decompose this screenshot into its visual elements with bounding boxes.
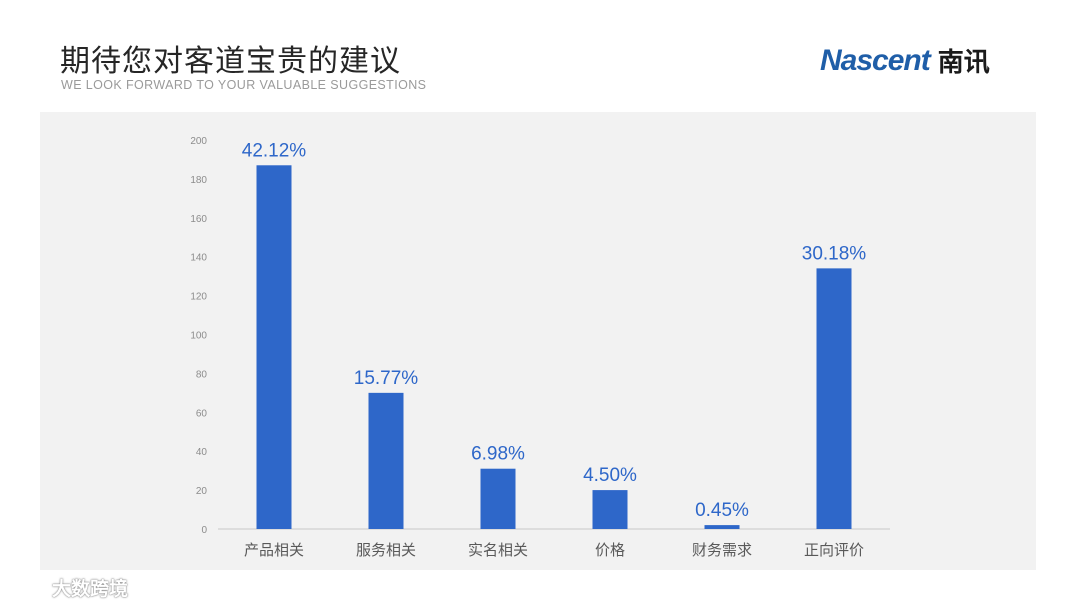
data-label: 15.77% (354, 368, 419, 389)
y-tick-label: 40 (196, 447, 208, 458)
y-tick-label: 160 (190, 214, 207, 225)
bar (592, 490, 628, 529)
y-tick-label: 180 (190, 175, 207, 186)
bar (816, 268, 852, 529)
y-tick-label: 120 (190, 292, 207, 303)
watermark-text: 大数跨境 (52, 578, 129, 600)
watermark: 大数跨境 (8, 574, 128, 601)
bar (480, 468, 516, 529)
chart-panel (40, 112, 1036, 570)
x-tick-label: 服务相关 (356, 541, 416, 559)
brand-name-en: Nascent (820, 43, 931, 77)
data-label: 30.18% (802, 243, 867, 264)
page-title: 期待您对客道宝贵的建议 (60, 44, 401, 79)
y-tick-label: 140 (190, 253, 207, 264)
brand-name-cn: 南讯 (937, 48, 990, 78)
x-tick-label: 实名相关 (468, 541, 528, 559)
y-tick-label: 60 (196, 408, 208, 419)
data-label: 4.50% (583, 465, 637, 486)
y-tick-label: 100 (190, 331, 207, 342)
data-label: 0.45% (695, 500, 749, 521)
x-tick-label: 产品相关 (244, 541, 304, 559)
bar (256, 165, 292, 529)
page-subtitle: WE LOOK FORWARD TO YOUR VALUABLE SUGGEST… (61, 78, 427, 92)
data-label: 6.98% (471, 444, 525, 465)
y-tick-label: 0 (201, 525, 207, 536)
y-tick-label: 20 (196, 486, 208, 497)
brand-logo: Nascent 南讯 (820, 42, 990, 79)
x-tick-label: 价格 (595, 541, 625, 559)
cloud-logo-icon (8, 577, 46, 599)
x-tick-label: 财务需求 (692, 541, 752, 559)
y-tick-label: 80 (196, 369, 208, 380)
bar (368, 392, 404, 529)
x-tick-label: 正向评价 (804, 541, 864, 559)
data-label: 42.12% (242, 140, 307, 161)
y-tick-label: 200 (190, 136, 207, 147)
bar (704, 525, 740, 529)
